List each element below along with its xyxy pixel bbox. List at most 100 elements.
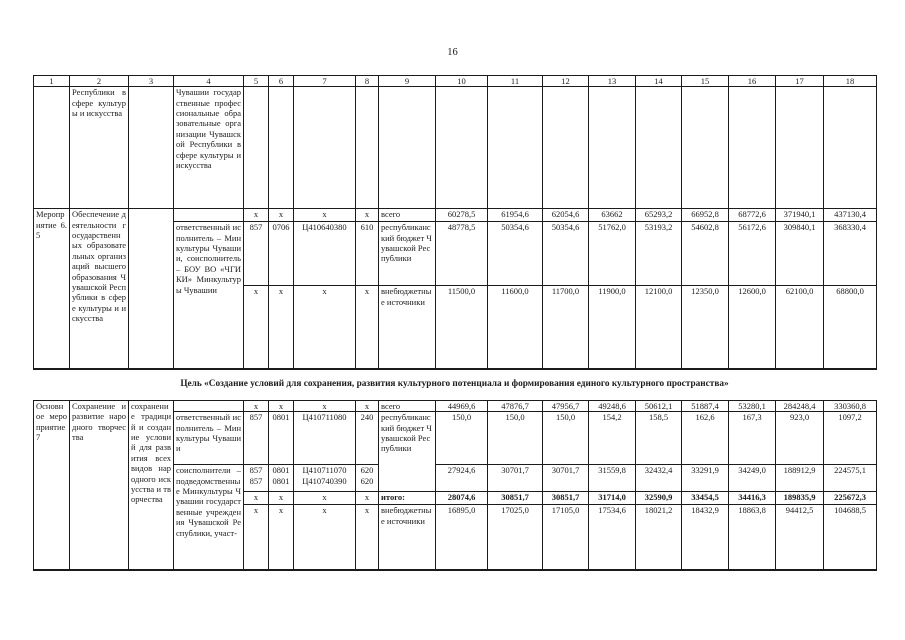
- header-cell: 8: [355, 74, 379, 88]
- header-cell: 7: [293, 74, 356, 88]
- csr-cell: х: [293, 285, 356, 370]
- value-cell: 104688,5: [823, 504, 877, 571]
- rzpr-cell: х: [268, 399, 294, 413]
- empty-cell: [728, 86, 776, 210]
- table-row: ответственный исполнитель – Минкультуры …: [34, 221, 877, 370]
- header-cell: 9: [378, 74, 436, 88]
- value-cell: 11900,0: [588, 285, 636, 370]
- value-cell: 11700,0: [542, 285, 589, 370]
- executor-cell: Чувашии государственные профессиональные…: [173, 86, 244, 210]
- header-cell: 16: [728, 74, 776, 88]
- executor-cell: ответственный исполнитель – Минкультуры …: [173, 411, 244, 466]
- value-cell: 150,0: [542, 411, 589, 466]
- empty-cell: [268, 86, 294, 210]
- value-cell: 62054,6: [542, 208, 589, 223]
- value-cell: 94412,5: [775, 504, 824, 571]
- value-cell: 284248,4: [775, 399, 824, 413]
- value-cell: 56172,6: [728, 221, 776, 287]
- empty-cell: [588, 86, 636, 210]
- rzpr-cell: х: [268, 491, 294, 506]
- value-cell: 34249,0: [728, 464, 776, 493]
- value-cell: 53193,2: [635, 221, 682, 287]
- value-cell: 34416,3: [728, 491, 776, 506]
- table-row: соисполнители – подведомственные Минкуль…: [34, 464, 877, 571]
- table-row: Основное мероприятие 7 Сохранение и разв…: [33, 399, 877, 571]
- empty-cell: [128, 86, 174, 210]
- empty-cell: [823, 86, 877, 210]
- vr-cell: 240: [355, 411, 379, 466]
- value-cell: 33291,9: [681, 464, 729, 493]
- value-cell: 154,2: [588, 411, 636, 466]
- value-cell: 33454,5: [681, 491, 729, 506]
- value-cell: 12100,0: [635, 285, 682, 370]
- vr-cell: х: [355, 491, 379, 506]
- empty-cell: [355, 86, 379, 210]
- value-cell: 368330,4: [823, 221, 877, 287]
- header-cell: 5: [243, 74, 269, 88]
- value-cell: 16895,0: [435, 504, 488, 571]
- source-cell: республиканский бюджет Чувашской Республ…: [378, 411, 436, 493]
- value-cell: 47876,7: [487, 399, 543, 413]
- value-cell: 66952,8: [681, 208, 729, 223]
- value-cell: 225672,3: [823, 491, 877, 506]
- value-cell: 150,0: [487, 411, 543, 466]
- empty-cell: [542, 86, 589, 210]
- header-cell: 12: [542, 74, 589, 88]
- executor-cell: соисполнители – подведомственные Минкуль…: [173, 464, 244, 571]
- vr-cell: 620 620: [355, 464, 379, 493]
- value-cell: 11600,0: [487, 285, 543, 370]
- value-cell: 30851,7: [542, 491, 589, 506]
- value-cell: 60278,5: [435, 208, 488, 223]
- grbs-cell: х: [243, 491, 269, 506]
- value-cell: 65293,2: [635, 208, 682, 223]
- task-cell: сохранение традиций и создание условий д…: [128, 399, 174, 571]
- value-cell: 32432,4: [635, 464, 682, 493]
- table-row: х х х х итого: 28074,6 30851,7 30851,7 3…: [34, 491, 877, 506]
- empty-cell: [681, 86, 729, 210]
- table-row: х х х х внебюджетные источники 16895,0 1…: [34, 504, 877, 571]
- value-cell: 30701,7: [542, 464, 589, 493]
- value-cell: 68800,0: [823, 285, 877, 370]
- vr-cell: 610: [355, 221, 379, 287]
- vr-cell: х: [355, 504, 379, 571]
- rzpr-cell: 0801: [268, 411, 294, 466]
- table-row: Мероприятие 6.5 Обеспечение деятельности…: [33, 208, 877, 370]
- value-cell: 189835,9: [775, 491, 824, 506]
- column-numbers-row: 1 2 3 4 5 6 7 8 9 10 11 12 13 14 15 16 1…: [33, 74, 877, 88]
- header-cell: 14: [635, 74, 682, 88]
- value-cell: 50354,6: [487, 221, 543, 287]
- grbs-cell: х: [243, 285, 269, 370]
- value-cell: 224575,1: [823, 464, 877, 493]
- grbs-cell: х: [243, 399, 269, 413]
- value-cell: 62100,0: [775, 285, 824, 370]
- page-number: 16: [447, 47, 458, 58]
- vr-cell: х: [355, 285, 379, 370]
- value-cell: 51762,0: [588, 221, 636, 287]
- executor-cell: ответственный исполнитель – Минкультуры …: [173, 221, 244, 370]
- value-cell: 437130,4: [823, 208, 877, 223]
- empty-cell: [33, 86, 70, 210]
- empty-cell: [378, 86, 436, 210]
- rzpr-cell: х: [268, 208, 294, 223]
- header-cell: 3: [128, 74, 174, 88]
- value-cell: 31559,8: [588, 464, 636, 493]
- value-cell: 61954,6: [487, 208, 543, 223]
- value-cell: 48778,5: [435, 221, 488, 287]
- value-cell: 30851,7: [487, 491, 543, 506]
- budget-table-top: 1 2 3 4 5 6 7 8 9 10 11 12 13 14 15 16 1…: [33, 74, 877, 370]
- grbs-cell: 857: [243, 411, 269, 466]
- value-cell: 53280,1: [728, 399, 776, 413]
- value-cell: 309840,1: [775, 221, 824, 287]
- empty-cell: [435, 86, 488, 210]
- table-row: х х х х внебюджетные источники 11500,0 1…: [34, 285, 877, 370]
- source-cell: республиканский бюджет Чувашской Республ…: [378, 221, 436, 287]
- empty-cell: [635, 86, 682, 210]
- value-cell: 17534,6: [588, 504, 636, 571]
- value-cell: 150,0: [435, 411, 488, 466]
- value-cell: 51887,4: [681, 399, 729, 413]
- vr-cell: х: [355, 399, 379, 413]
- value-cell: 158,5: [635, 411, 682, 466]
- rzpr-cell: х: [268, 504, 294, 571]
- value-cell: 32590,9: [635, 491, 682, 506]
- csr-cell: х: [293, 399, 356, 413]
